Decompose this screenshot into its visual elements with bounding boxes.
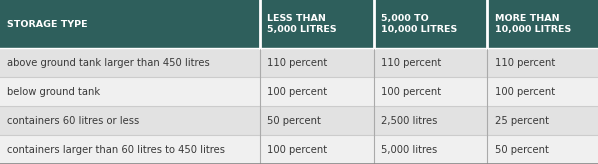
Text: 100 percent: 100 percent [381,87,441,97]
Text: 50 percent: 50 percent [267,116,321,126]
Text: 100 percent: 100 percent [267,87,328,97]
Text: MORE THAN
10,000 LITRES: MORE THAN 10,000 LITRES [495,14,571,34]
Text: 110 percent: 110 percent [381,58,441,68]
Bar [0,135,598,164]
Text: LESS THAN
5,000 LITRES: LESS THAN 5,000 LITRES [267,14,337,34]
Bar [0,106,598,135]
Text: 50 percent: 50 percent [495,144,548,154]
Bar [0,48,598,77]
Text: 110 percent: 110 percent [267,58,328,68]
Text: 100 percent: 100 percent [495,87,555,97]
Text: 100 percent: 100 percent [267,144,328,154]
Text: 2,500 litres: 2,500 litres [381,116,437,126]
Bar [374,0,487,48]
Text: 5,000 TO
10,000 LITRES: 5,000 TO 10,000 LITRES [381,14,457,34]
Text: containers larger than 60 litres to 450 litres: containers larger than 60 litres to 450 … [7,144,225,154]
Text: above ground tank larger than 450 litres: above ground tank larger than 450 litres [7,58,210,68]
Text: 5,000 litres: 5,000 litres [381,144,437,154]
Bar [487,0,598,48]
Bar [260,0,374,48]
Bar [0,77,598,106]
Text: 25 percent: 25 percent [495,116,548,126]
Text: below ground tank: below ground tank [7,87,100,97]
Text: 110 percent: 110 percent [495,58,555,68]
Bar [0,0,260,48]
Text: STORAGE TYPE: STORAGE TYPE [7,20,88,29]
Text: containers 60 litres or less: containers 60 litres or less [7,116,139,126]
